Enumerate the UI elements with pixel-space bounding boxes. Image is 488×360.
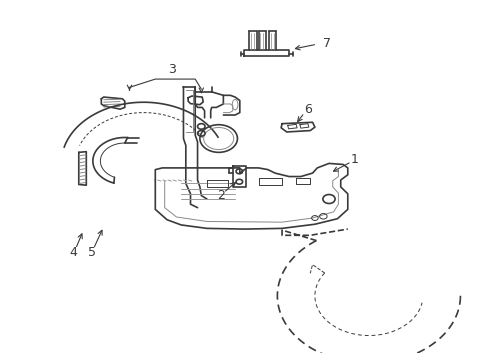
Text: 2: 2	[217, 189, 224, 202]
Text: 4: 4	[69, 246, 77, 259]
Text: 5: 5	[88, 246, 96, 259]
Text: 1: 1	[350, 153, 358, 166]
Text: 3: 3	[167, 63, 175, 76]
Text: 6: 6	[304, 103, 311, 116]
Text: 7: 7	[323, 37, 331, 50]
